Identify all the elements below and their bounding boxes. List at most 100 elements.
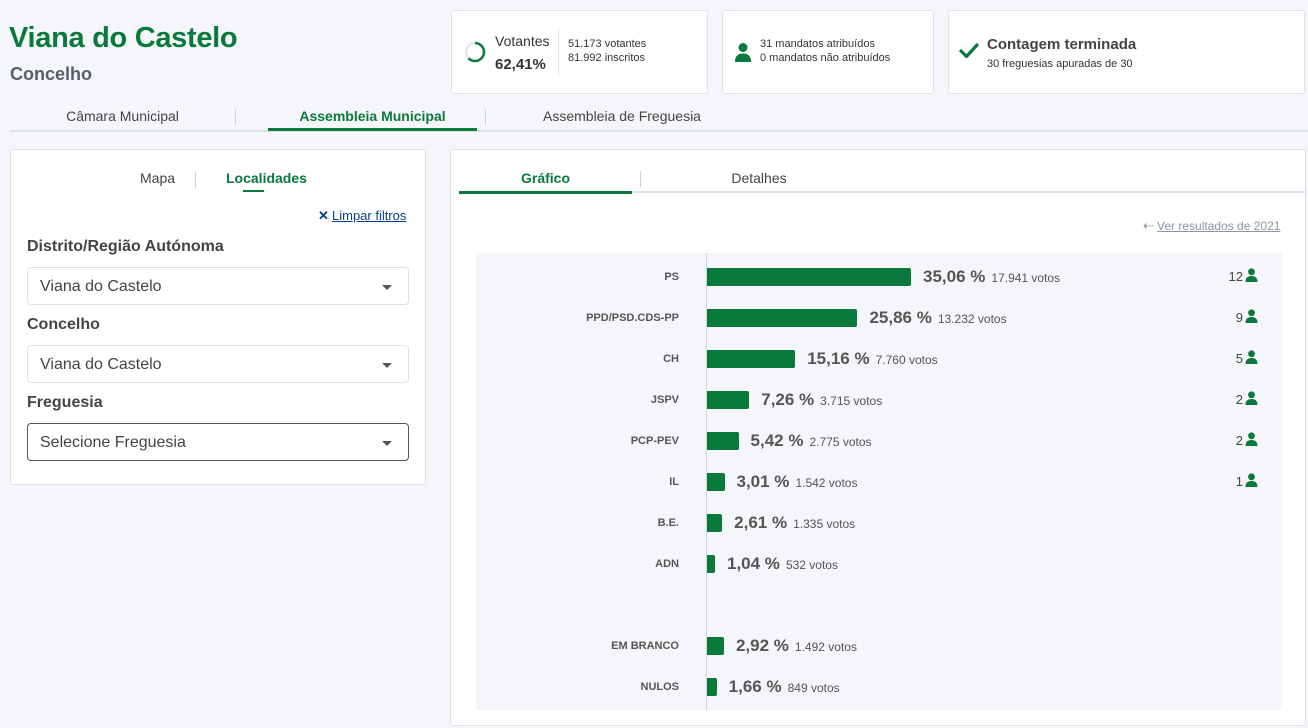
tab-separator <box>640 171 641 187</box>
tab-assembleia-freguesia[interactable]: Assembleia de Freguesia <box>543 108 701 124</box>
party-label: PCP-PEV <box>630 435 679 447</box>
bar-percent-label: 25,86 % <box>869 308 932 327</box>
party-label: EM BRANCO <box>611 640 679 652</box>
tab-camara-municipal[interactable]: Câmara Municipal <box>66 108 179 124</box>
tab-grafico[interactable]: Gráfico <box>520 170 570 186</box>
party-label: IL <box>669 476 679 488</box>
active-tab-indicator <box>459 191 632 194</box>
seats-count: 12 <box>1229 268 1258 285</box>
bar-percent-label: 3,01 % <box>736 472 790 491</box>
chart-row: EM BRANCO 2,92 % 1.492 votos <box>476 636 1282 656</box>
chart-axis <box>706 253 707 710</box>
party-label: JSPV <box>650 394 679 406</box>
close-icon[interactable]: ✕ <box>318 208 329 223</box>
results-panel: Gráfico Detalhes ⇠ Ver resultados de 202… <box>450 149 1306 726</box>
chart-bar <box>707 432 739 450</box>
bar-data-label: 1,04 % 532 votos <box>727 554 838 574</box>
party-label: B.E. <box>657 517 679 529</box>
user-icon <box>1245 350 1258 367</box>
seats-count: 9 <box>1236 309 1258 326</box>
election-tabs: Câmara Municipal Assembleia Municipal As… <box>10 100 1308 132</box>
tab-localidades[interactable]: Localidades <box>226 170 307 186</box>
chart-row: PPD/PSD.CDS-PP 25,86 % 13.232 votos 9 <box>476 308 1282 328</box>
bar-votes-label: 1.335 votos <box>793 517 856 531</box>
user-icon <box>1245 268 1258 285</box>
bar-votes-label: 3.715 votos <box>820 394 883 408</box>
chart-bar <box>707 309 858 327</box>
page-subtitle: Concelho <box>10 64 93 84</box>
chart-bar <box>707 391 750 409</box>
check-icon <box>959 43 979 59</box>
seats-number: 12 <box>1228 269 1243 284</box>
bar-percent-label: 2,92 % <box>735 636 789 655</box>
chart-bar <box>707 350 796 368</box>
municipality-label: Concelho <box>27 316 100 333</box>
clear-filters-link[interactable]: Limpar filtros <box>332 208 407 223</box>
seats-number: 2 <box>1235 392 1243 407</box>
chart-bar <box>707 637 724 655</box>
page-header: Viana do Castelo Concelho Votantes 62,41… <box>0 0 1308 100</box>
district-label: Distrito/Região Autónoma <box>27 238 224 255</box>
chevron-down-icon <box>382 363 392 368</box>
turnout-label: Votantes <box>495 33 550 49</box>
count-status-detail: 30 freguesias apuradas de 30 <box>987 58 1133 70</box>
municipality-select[interactable]: Viana do Castelo <box>27 345 409 383</box>
parish-select[interactable]: Selecione Freguesia <box>27 423 409 461</box>
seats-number: 1 <box>1235 474 1243 489</box>
chart-row: NULOS 1,66 % 849 votos <box>476 677 1282 697</box>
user-icon <box>735 43 751 62</box>
page-title: Viana do Castelo <box>9 22 238 54</box>
filter-panel: Mapa Localidades ✕ Limpar filtros Distri… <box>10 149 426 485</box>
party-label: ADN <box>655 558 679 570</box>
bar-data-label: 1,66 % 849 votos <box>729 677 840 697</box>
bar-percent-label: 35,06 % <box>923 267 986 286</box>
parish-value: Selecione Freguesia <box>40 434 186 451</box>
chart-row: ADN 1,04 % 532 votos <box>476 554 1282 574</box>
tab-separator <box>195 172 196 188</box>
turnout-ring-icon <box>464 41 486 63</box>
bar-data-label: 2,92 % 1.492 votos <box>736 636 857 656</box>
bar-data-label: 2,61 % 1.335 votos <box>734 513 855 533</box>
bar-percent-label: 1,66 % <box>728 677 782 696</box>
bar-data-label: 15,16 % 7.760 votos <box>807 349 937 369</box>
chart-row: CH 15,16 % 7.760 votos 5 <box>476 349 1282 369</box>
tab-mapa[interactable]: Mapa <box>140 170 176 186</box>
user-icon <box>1245 432 1258 449</box>
bar-votes-label: 1.492 votos <box>794 640 857 654</box>
bar-data-label: 35,06 % 17.941 votos <box>923 267 1060 287</box>
previous-results-link[interactable]: Ver resultados de 2021 <box>1157 219 1281 233</box>
chart-row: B.E. 2,61 % 1.335 votos <box>476 513 1282 533</box>
turnout-card: Votantes 62,41% 51.173 votantes 81.992 i… <box>451 10 708 94</box>
count-status-card: Contagem terminada 30 freguesias apurada… <box>948 10 1305 94</box>
user-icon <box>1245 473 1258 490</box>
arrow-left-icon[interactable]: ⇠ <box>1143 218 1154 233</box>
mandates-card: 31 mandatos atribuídos 0 mandatos não at… <box>722 10 934 94</box>
turnout-percent: 62,41% <box>495 56 546 73</box>
tab-assembleia-municipal[interactable]: Assembleia Municipal <box>299 108 446 124</box>
district-value: Viana do Castelo <box>40 278 162 295</box>
bar-votes-label: 1.542 votos <box>795 476 858 490</box>
tab-separator <box>235 109 236 125</box>
mandates-unassigned: 0 mandatos não atribuídos <box>760 52 891 64</box>
tab-detalhes[interactable]: Detalhes <box>731 170 787 186</box>
chart-bar <box>707 473 725 491</box>
party-label: CH <box>663 353 679 365</box>
tabs-baseline <box>459 191 1305 193</box>
party-label: PS <box>664 271 679 283</box>
bar-percent-label: 2,61 % <box>734 513 788 532</box>
seats-count: 1 <box>1236 473 1258 490</box>
bar-votes-label: 2.775 votos <box>809 435 872 449</box>
registered-count: 81.992 inscritos <box>568 52 646 64</box>
bar-percent-label: 1,04 % <box>727 554 780 573</box>
municipality-value: Viana do Castelo <box>40 356 162 373</box>
mandates-assigned: 31 mandatos atribuídos <box>760 38 875 50</box>
chart-row: PCP-PEV 5,42 % 2.775 votos 2 <box>476 431 1282 451</box>
district-select[interactable]: Viana do Castelo <box>27 267 409 305</box>
chart-bar <box>707 678 717 696</box>
chart-bar <box>707 555 715 573</box>
bar-data-label: 3,01 % 1.542 votos <box>737 472 858 492</box>
turnout-divider <box>558 29 559 75</box>
parish-label: Freguesia <box>27 394 103 411</box>
chart-row: PS 35,06 % 17.941 votos 12 <box>476 267 1282 287</box>
chevron-down-icon <box>382 441 392 446</box>
